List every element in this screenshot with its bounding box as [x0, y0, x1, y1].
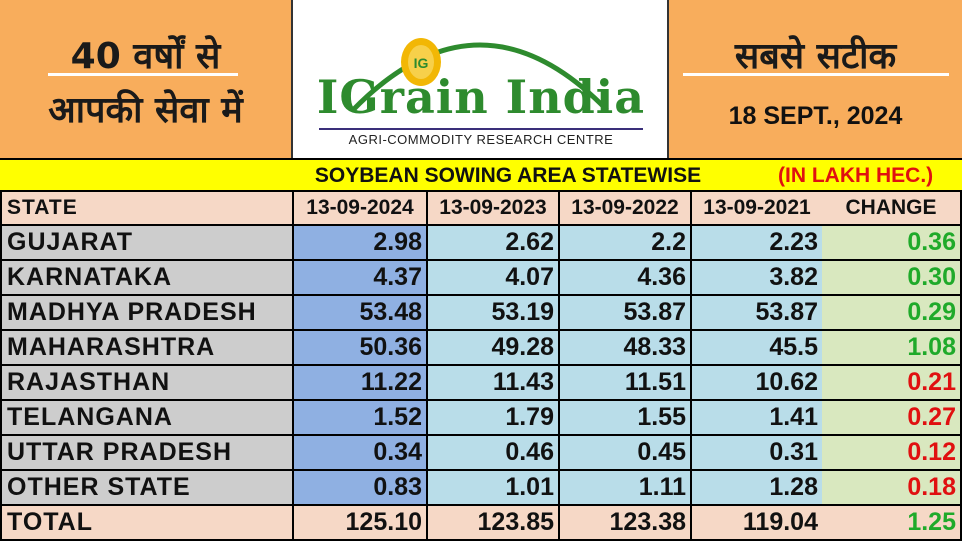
cell-state: KARNATAKA [2, 261, 292, 294]
table-row: GUJARAT 2.98 2.62 2.2 2.23 0.36 [0, 226, 962, 259]
table-row: OTHER STATE 0.83 1.01 1.11 1.28 0.18 [0, 471, 962, 504]
cell-state: RAJASTHAN [2, 366, 292, 399]
cell-2023: 1.01 [428, 471, 558, 504]
tagline-years: 40 वर्षों से [70, 36, 221, 77]
cell-2021: 119.04 [692, 506, 822, 539]
cell-state: MAHARASHTRA [2, 331, 292, 364]
report-title: SOYBEAN SOWING AREA STATEWISE [314, 164, 702, 187]
cell-2021: 53.87 [692, 296, 822, 329]
cell-2023: 49.28 [428, 331, 558, 364]
cell-state: MADHYA PRADESH [2, 296, 292, 329]
table-row: TELANGANA 1.52 1.79 1.55 1.41 0.27 [0, 401, 962, 434]
unit-label: (IN LAKH HEC.) [778, 164, 934, 187]
cell-2021: 1.41 [692, 401, 822, 434]
cell-2022: 2.2 [560, 226, 690, 259]
cell-state: TELANGANA [2, 401, 292, 434]
cell-2022: 11.51 [560, 366, 690, 399]
report-date: 18 SEPT., 2024 [728, 102, 903, 130]
logo-arc-icon: IG [351, 38, 609, 112]
total-row: TOTAL 125.10 123.85 123.38 119.04 1.25 [0, 506, 962, 539]
table-row: RAJASTHAN 11.22 11.43 11.51 10.62 0.21 [0, 366, 962, 399]
cell-change: 0.12 [822, 436, 960, 469]
header-2023: 13-09-2023 [428, 192, 558, 224]
table-row: MADHYA PRADESH 53.48 53.19 53.87 53.87 0.29 [0, 296, 962, 329]
cell-2024: 11.22 [294, 366, 426, 399]
cell-2021: 0.31 [692, 436, 822, 469]
cell-change: 0.29 [822, 296, 960, 329]
divider [48, 73, 238, 76]
cell-2023: 11.43 [428, 366, 558, 399]
cell-state: UTTAR PRADESH [2, 436, 292, 469]
header-2022: 13-09-2022 [560, 192, 690, 224]
header-change: CHANGE [822, 192, 960, 224]
table-header-row: STATE 13-09-2024 13-09-2023 13-09-2022 1… [0, 192, 962, 224]
cell-2021: 1.28 [692, 471, 822, 504]
cell-2023: 123.85 [428, 506, 558, 539]
cell-2022: 1.55 [560, 401, 690, 434]
cell-change: 0.21 [822, 366, 960, 399]
cell-change: 0.30 [822, 261, 960, 294]
table-row: MAHARASHTRA 50.36 49.28 48.33 45.5 1.08 [0, 331, 962, 364]
cell-state: TOTAL [2, 506, 292, 539]
header-left-panel: 40 वर्षों से आपकी सेवा में [0, 0, 291, 158]
cell-2022: 48.33 [560, 331, 690, 364]
header-right-panel: सबसे सटीक 18 SEPT., 2024 [669, 0, 962, 158]
table-row: UTTAR PRADESH 0.34 0.46 0.45 0.31 0.12 [0, 436, 962, 469]
logo-badge: IG [414, 55, 429, 71]
cell-2023: 0.46 [428, 436, 558, 469]
cell-2024: 2.98 [294, 226, 426, 259]
cell-2024: 50.36 [294, 331, 426, 364]
logo-panel: IG IGrain India AGRI-COMMODITY RESEARCH … [291, 0, 669, 158]
sowing-table: STATE 13-09-2024 13-09-2023 13-09-2022 1… [0, 192, 962, 541]
cell-2022: 53.87 [560, 296, 690, 329]
cell-change: 0.18 [822, 471, 960, 504]
divider [683, 73, 949, 76]
cell-change: 0.27 [822, 401, 960, 434]
cell-2022: 4.36 [560, 261, 690, 294]
cell-2022: 123.38 [560, 506, 690, 539]
cell-2021: 3.82 [692, 261, 822, 294]
cell-state: GUJARAT [2, 226, 292, 259]
cell-2023: 4.07 [428, 261, 558, 294]
cell-2023: 2.62 [428, 226, 558, 259]
logo-underline [319, 128, 643, 130]
cell-2023: 53.19 [428, 296, 558, 329]
header-2024: 13-09-2024 [294, 192, 426, 224]
table-row: KARNATAKA 4.37 4.07 4.36 3.82 0.30 [0, 261, 962, 294]
logo-tagline: AGRI-COMMODITY RESEARCH CENTRE [348, 132, 614, 147]
tagline-accurate: सबसे सटीक [734, 36, 897, 77]
title-bar: SOYBEAN SOWING AREA STATEWISE (IN LAKH H… [0, 160, 962, 190]
cell-2024: 53.48 [294, 296, 426, 329]
cell-2024: 1.52 [294, 401, 426, 434]
cell-2022: 0.45 [560, 436, 690, 469]
logo-name: IGrain India [316, 70, 646, 124]
header-state: STATE [2, 192, 292, 224]
cell-change: 0.36 [822, 226, 960, 259]
cell-2024: 125.10 [294, 506, 426, 539]
cell-2021: 10.62 [692, 366, 822, 399]
tagline-service: आपकी सेवा में [48, 90, 243, 131]
cell-2024: 0.34 [294, 436, 426, 469]
cell-2022: 1.11 [560, 471, 690, 504]
cell-2024: 4.37 [294, 261, 426, 294]
cell-2023: 1.79 [428, 401, 558, 434]
cell-state: OTHER STATE [2, 471, 292, 504]
cell-2024: 0.83 [294, 471, 426, 504]
cell-2021: 45.5 [692, 331, 822, 364]
cell-change: 1.25 [822, 506, 960, 539]
cell-change: 1.08 [822, 331, 960, 364]
cell-2021: 2.23 [692, 226, 822, 259]
header-2021: 13-09-2021 [692, 192, 822, 224]
